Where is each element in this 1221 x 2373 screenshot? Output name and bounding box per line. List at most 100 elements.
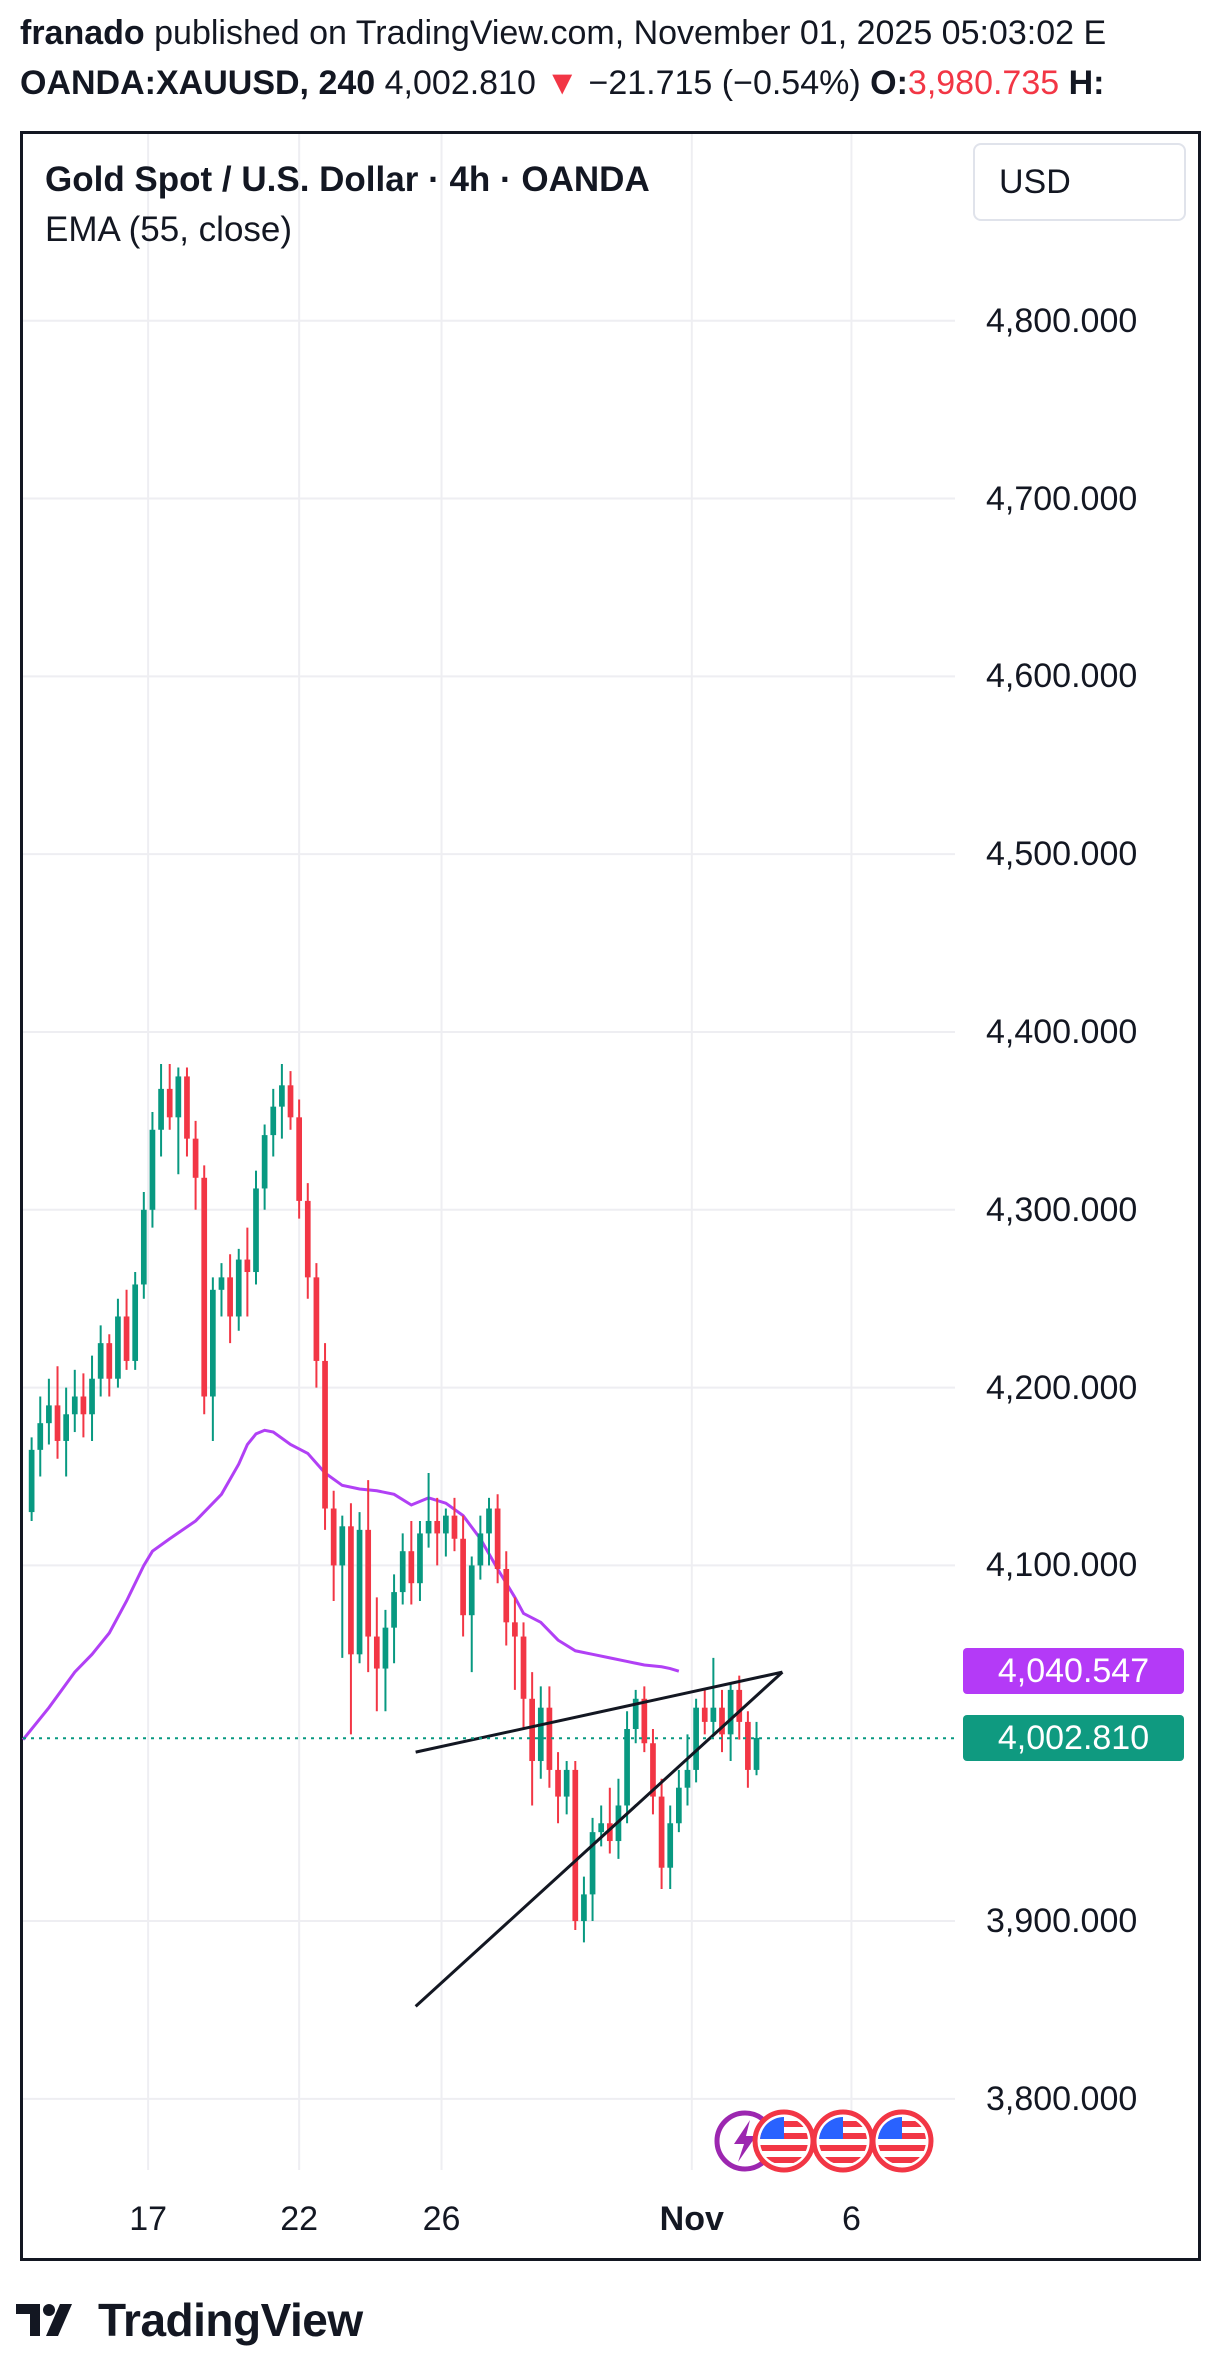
price-axis-label: 4,700.000 (986, 479, 1138, 518)
candle-body (279, 1085, 285, 1107)
candle-body (97, 1343, 104, 1379)
candle-body (149, 1129, 156, 1210)
candle-body (399, 1551, 406, 1593)
candle-body (71, 1396, 78, 1415)
time-axis-label: 6 (841, 2200, 861, 2238)
price-axis-label: 3,900.000 (986, 1902, 1138, 1941)
candle-body (54, 1405, 61, 1441)
price-axis-label: 4,800.000 (986, 301, 1138, 340)
candle-body (313, 1277, 320, 1361)
candle-body (727, 1689, 734, 1735)
candle-body (589, 1832, 596, 1895)
candle-body (235, 1259, 242, 1317)
symbol-name: OANDA:XAUUSD, 240 (20, 64, 376, 102)
candle-body (227, 1277, 233, 1317)
time-axis-label: Nov (659, 2200, 724, 2238)
candle-body (184, 1076, 190, 1139)
candle-body (391, 1592, 397, 1628)
candle-body (563, 1769, 570, 1797)
candle-body (676, 1787, 682, 1824)
candle-body (753, 1737, 760, 1770)
candle-body (520, 1636, 527, 1699)
candle-body (28, 1449, 35, 1513)
candle-body (201, 1177, 208, 1397)
candle-body (166, 1088, 173, 1118)
tradingview-logo-icon (16, 2304, 72, 2336)
candle-body (304, 1200, 311, 1278)
candle-body (140, 1209, 147, 1285)
candle-body (641, 1698, 648, 1744)
time-axis-label: 26 (422, 2200, 461, 2238)
high-label: H: (1068, 64, 1105, 102)
candle-body (175, 1076, 182, 1118)
candle-body (106, 1343, 113, 1379)
publish-text: published on TradingView.com, November 0… (154, 14, 1107, 52)
candle-body (555, 1769, 561, 1797)
candle-body (581, 1894, 587, 1922)
candle-body (322, 1360, 328, 1509)
candle-body (598, 1823, 605, 1833)
candle-body (701, 1707, 708, 1722)
chart-legend-ema[interactable]: EMA (55, close) (45, 210, 293, 249)
candle-body (63, 1414, 69, 1441)
candle-body (296, 1117, 302, 1201)
price-change: −21.715 (−0.54%) (588, 64, 861, 102)
candle-body (736, 1689, 743, 1722)
candle-body (132, 1284, 139, 1361)
candle-body (486, 1508, 492, 1534)
candle-body (348, 1526, 354, 1655)
candle-body (417, 1533, 423, 1584)
candle-body (218, 1277, 225, 1290)
open-label: O: (870, 64, 908, 102)
ema-line-group (21, 1428, 680, 1741)
us-flag-icon[interactable] (811, 2109, 875, 2173)
candle-body (365, 1529, 372, 1637)
candle-body (624, 1729, 630, 1806)
trendlines-group (414, 1670, 784, 2008)
candle-body (287, 1085, 294, 1118)
author-name[interactable]: franado (20, 14, 145, 52)
candle-body (192, 1138, 199, 1178)
trendline (414, 1671, 784, 2008)
symbol-info: OANDA:XAUUSD, 240 4,002.810 ▼ −21.715 (−… (20, 64, 1105, 103)
open-value: 3,980.735 (907, 64, 1060, 102)
ema-line (21, 1428, 680, 1741)
candle-body (37, 1423, 44, 1450)
candle-body (443, 1515, 449, 1534)
currency-button[interactable]: USD (973, 143, 1186, 221)
tradingview-footer[interactable]: TradingView (16, 2294, 363, 2346)
time-axis-label: 22 (280, 2200, 319, 2238)
us-flag-icon[interactable] (752, 2109, 816, 2173)
chart-frame (20, 131, 1201, 2261)
candle-body (710, 1707, 717, 1722)
price-axis-label: 4,200.000 (986, 1368, 1138, 1407)
candle-body (115, 1316, 121, 1379)
grid-lines (23, 134, 955, 2170)
price-axis-label: 4,400.000 (986, 1012, 1138, 1051)
time-axis-label: 17 (129, 2200, 168, 2238)
ema-price-tag: 4,040.547 (963, 1648, 1184, 1695)
candle-body (684, 1769, 691, 1788)
candle-body (477, 1533, 484, 1566)
candle-body (529, 1698, 535, 1762)
candle-body (434, 1520, 441, 1534)
candle-body (244, 1259, 251, 1273)
candle-body (667, 1823, 674, 1868)
candle-body (658, 1796, 665, 1868)
candle-body (503, 1568, 510, 1623)
candle-body (373, 1636, 380, 1669)
event-icons[interactable] (712, 2108, 942, 2174)
candle-body (80, 1396, 87, 1415)
chart-legend-title: Gold Spot / U.S. Dollar · 4h · OANDA (45, 160, 650, 199)
candle-body (546, 1707, 553, 1770)
candle-body (339, 1526, 346, 1566)
candles-group (28, 1063, 760, 1943)
trendline (415, 1670, 783, 1754)
change-arrow-icon: ▼ (545, 64, 580, 102)
last-price: 4,002.810 (384, 64, 536, 102)
us-flag-icon[interactable] (870, 2109, 934, 2173)
last-price-tag: 4,002.810 (963, 1715, 1184, 1762)
candle-body (572, 1769, 579, 1922)
candle-body (606, 1823, 613, 1842)
